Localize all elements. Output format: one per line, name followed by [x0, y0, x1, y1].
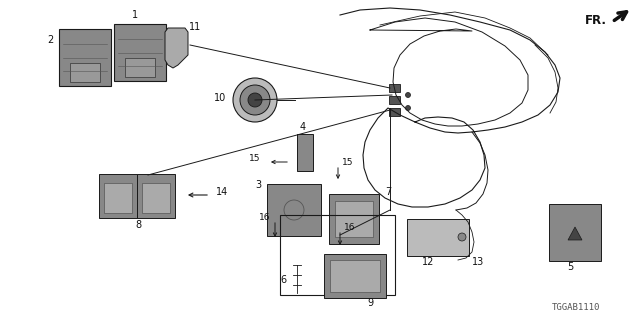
Bar	[142, 183, 170, 213]
Bar	[389, 96, 400, 104]
FancyBboxPatch shape	[549, 204, 601, 261]
Circle shape	[406, 92, 410, 98]
FancyBboxPatch shape	[99, 174, 137, 218]
Text: 1: 1	[132, 10, 138, 20]
Bar	[70, 63, 100, 82]
Circle shape	[248, 93, 262, 107]
FancyBboxPatch shape	[329, 194, 379, 244]
FancyBboxPatch shape	[407, 219, 469, 256]
Text: 3: 3	[255, 180, 261, 190]
Text: 8: 8	[135, 220, 141, 230]
Text: 2: 2	[47, 35, 53, 45]
Text: 12: 12	[422, 257, 434, 267]
FancyBboxPatch shape	[137, 174, 175, 218]
Polygon shape	[568, 227, 582, 240]
Text: 13: 13	[472, 257, 484, 267]
Bar	[389, 84, 400, 92]
Bar	[104, 183, 132, 213]
FancyBboxPatch shape	[59, 29, 111, 86]
Circle shape	[458, 233, 466, 241]
Bar	[330, 260, 380, 292]
Text: 6: 6	[280, 275, 286, 285]
FancyBboxPatch shape	[324, 254, 386, 298]
Text: FR.: FR.	[585, 13, 607, 27]
Text: 10: 10	[214, 93, 226, 103]
Text: 14: 14	[216, 187, 228, 197]
Text: 16: 16	[259, 213, 271, 222]
Circle shape	[406, 106, 410, 110]
Bar	[389, 108, 400, 116]
Text: 11: 11	[189, 22, 201, 32]
Text: 15: 15	[249, 154, 260, 163]
Text: 4: 4	[300, 122, 306, 132]
Bar	[125, 58, 155, 77]
Bar	[335, 201, 373, 237]
Circle shape	[284, 200, 304, 220]
Text: 7: 7	[385, 187, 391, 197]
Text: 15: 15	[342, 157, 354, 166]
Text: 5: 5	[567, 262, 573, 272]
Text: TGGAB1110: TGGAB1110	[552, 303, 600, 313]
Bar	[280, 215, 395, 295]
FancyBboxPatch shape	[297, 134, 313, 171]
Circle shape	[240, 85, 270, 115]
Circle shape	[233, 78, 277, 122]
FancyBboxPatch shape	[114, 24, 166, 81]
Text: 16: 16	[344, 223, 356, 233]
Polygon shape	[165, 28, 188, 68]
Text: 9: 9	[367, 298, 373, 308]
FancyBboxPatch shape	[267, 184, 321, 236]
